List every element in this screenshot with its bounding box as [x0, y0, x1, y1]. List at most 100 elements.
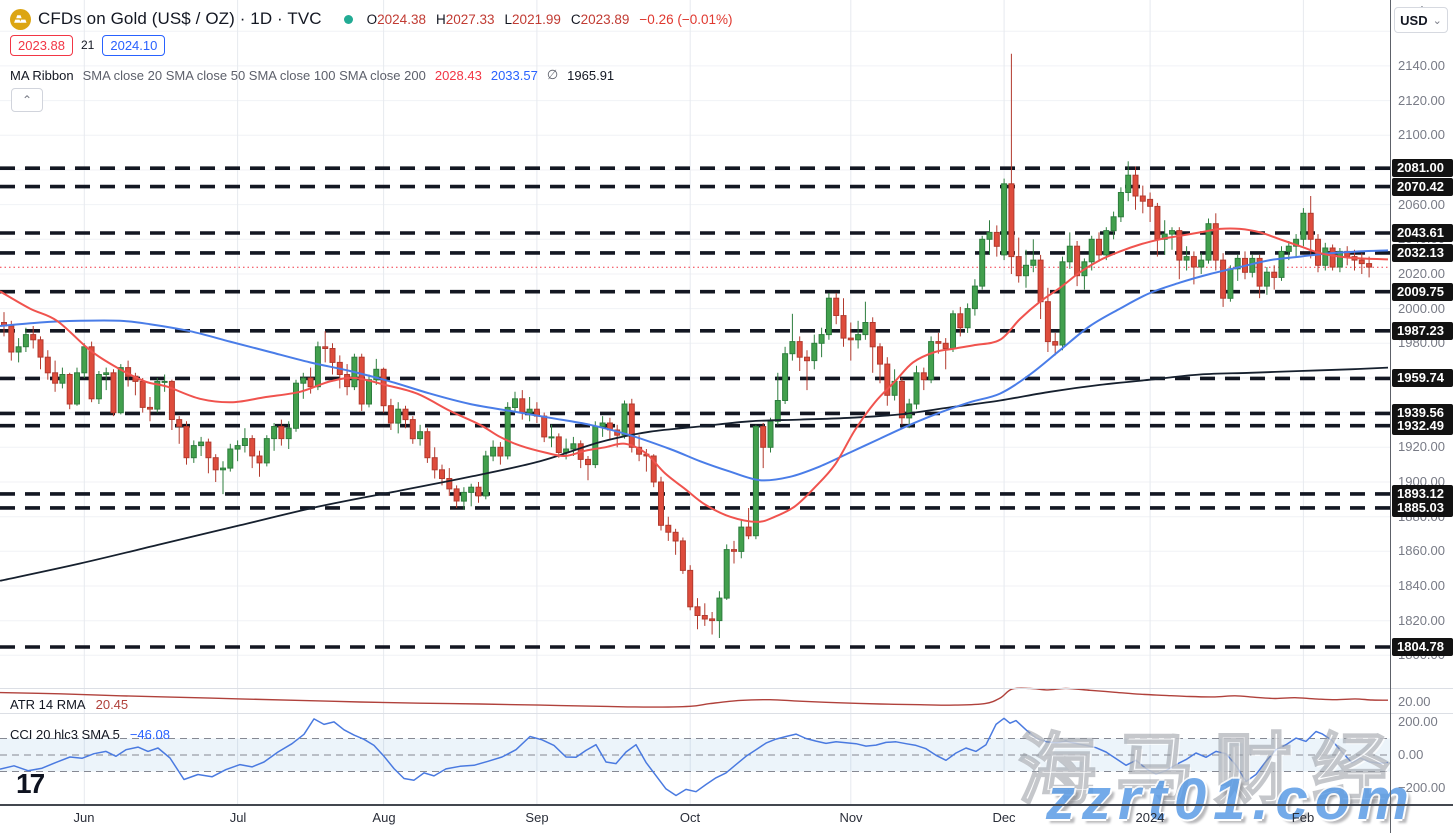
candle-body [234, 445, 241, 450]
atr-legend[interactable]: ATR 14 RMA 20.45 [10, 697, 128, 712]
currency-selector[interactable]: USD ⌄ [1394, 7, 1448, 33]
candle-body [314, 346, 321, 388]
open-value: 2024.38 [377, 11, 426, 27]
candle-body [1300, 212, 1307, 240]
candle-body [1023, 264, 1029, 277]
time-tick-label[interactable]: Jun [73, 810, 95, 825]
candle-body [482, 455, 489, 497]
candle-body [373, 368, 380, 381]
candle-body [964, 308, 971, 329]
candle-body [687, 569, 694, 608]
candle-body [1307, 212, 1314, 240]
candle-body [701, 615, 708, 620]
ask-price-button[interactable]: 2024.10 [102, 34, 166, 56]
cci-tick-label: 0.00 [1398, 747, 1424, 762]
candle-body [928, 341, 935, 381]
spread-value: 21 [81, 38, 95, 52]
chart-canvas[interactable] [0, 0, 1390, 804]
close-value: 2023.89 [580, 11, 630, 27]
candle-body [1125, 174, 1132, 193]
candle-body [256, 455, 263, 464]
candle-body [804, 356, 810, 362]
price-level-label: 2032.13 [1392, 244, 1453, 262]
ohlc-values: O2024.38 H2027.33 L2021.99 C2023.89 [366, 11, 630, 27]
ma-ribbon-legend[interactable]: MA Ribbon SMA close 20 SMA close 50 SMA … [10, 66, 614, 84]
price-tick-label: 2140.00 [1398, 58, 1445, 73]
candle-body [935, 341, 942, 344]
candle-body [694, 606, 701, 616]
candle-body [774, 400, 781, 422]
market-status-icon[interactable] [343, 14, 353, 24]
time-axis[interactable]: Jun Jul Aug Sep Oct Nov Dec 2024 Feb [0, 806, 1453, 833]
symbol-title[interactable]: CFDs on Gold (US$ / OZ) · 1D · TVC [38, 9, 322, 28]
tradingview-logo[interactable]: 17 [16, 768, 45, 799]
candle-body [971, 285, 978, 310]
candle-body [139, 380, 146, 408]
pane-separator-atr[interactable] [0, 688, 1453, 689]
time-tick-label[interactable]: Oct [679, 810, 701, 825]
pane-separator-cci[interactable] [0, 713, 1453, 714]
price-axis[interactable]: USD ⌄ 1800.001820.001840.001860.001880.0… [1391, 0, 1453, 804]
candle-body [950, 313, 956, 349]
candle-body [862, 322, 869, 336]
candle-body [285, 427, 292, 440]
candle-body [628, 403, 635, 448]
price-tick-label: 2100.00 [1398, 127, 1445, 142]
candle-body [789, 341, 796, 355]
price-level-label: 1959.74 [1392, 369, 1453, 387]
candle-body [271, 426, 278, 440]
candle-body [1198, 259, 1205, 268]
candle-body [307, 377, 314, 388]
candle-body [15, 346, 22, 353]
time-tick-label[interactable]: Aug [372, 810, 396, 825]
candle-body [1366, 263, 1373, 268]
time-tick-label[interactable]: Feb [1291, 810, 1315, 825]
sma20-value: 2028.43 [434, 67, 482, 83]
sma200-line [0, 366, 1389, 582]
candle-body [475, 486, 482, 497]
high-value: 2027.33 [445, 11, 495, 27]
candle-body [709, 618, 716, 622]
candle-body [147, 406, 153, 410]
atr-tick-label: 20.00 [1398, 694, 1431, 709]
chevron-down-icon: ⌄ [1432, 14, 1442, 27]
candle-body [1183, 256, 1190, 261]
time-tick-label[interactable]: Dec [992, 810, 1016, 825]
bid-ask-row: 2023.88 21 2024.10 [10, 33, 166, 57]
time-tick-label[interactable]: Jul [229, 810, 247, 825]
collapse-legend-button[interactable]: ⌃ [11, 88, 43, 112]
sma50-line [0, 249, 1389, 482]
bid-price-button[interactable]: 2023.88 [10, 34, 73, 56]
candle-body [1132, 174, 1139, 197]
candle-body [1030, 259, 1037, 266]
candle-body [1271, 271, 1278, 278]
candle-body [818, 334, 825, 344]
candle-body [1103, 230, 1110, 256]
candle-body [658, 481, 664, 526]
candle-body [1066, 245, 1073, 263]
candle-body [52, 372, 59, 384]
candle-body [986, 231, 993, 240]
candle-body [840, 315, 847, 339]
cci-legend[interactable]: CCI 20 hlc3 SMA 5 −46.08 [10, 727, 170, 742]
candle-body [1139, 195, 1146, 202]
candle-body [278, 426, 285, 440]
candle-body [497, 446, 504, 457]
candle-body [59, 374, 66, 384]
time-tick-label[interactable]: 2024 [1135, 810, 1165, 825]
price-tick-label: 1840.00 [1398, 578, 1445, 593]
candle-body [585, 458, 591, 466]
candle-body [1176, 230, 1183, 261]
price-level-label: 1987.23 [1392, 322, 1453, 340]
candle-body [1088, 238, 1095, 263]
candle-body [650, 455, 657, 483]
price-tick-label: 2020.00 [1398, 266, 1445, 281]
candle-body [227, 448, 234, 469]
cci-tick-label: −200.00 [1398, 780, 1446, 795]
time-tick-label[interactable]: Nov [839, 810, 863, 825]
candle-body [745, 526, 752, 537]
candle-body [220, 467, 226, 471]
candle-body [1169, 230, 1175, 235]
price-level-label: 1893.12 [1392, 485, 1453, 503]
time-tick-label[interactable]: Sep [525, 810, 549, 825]
